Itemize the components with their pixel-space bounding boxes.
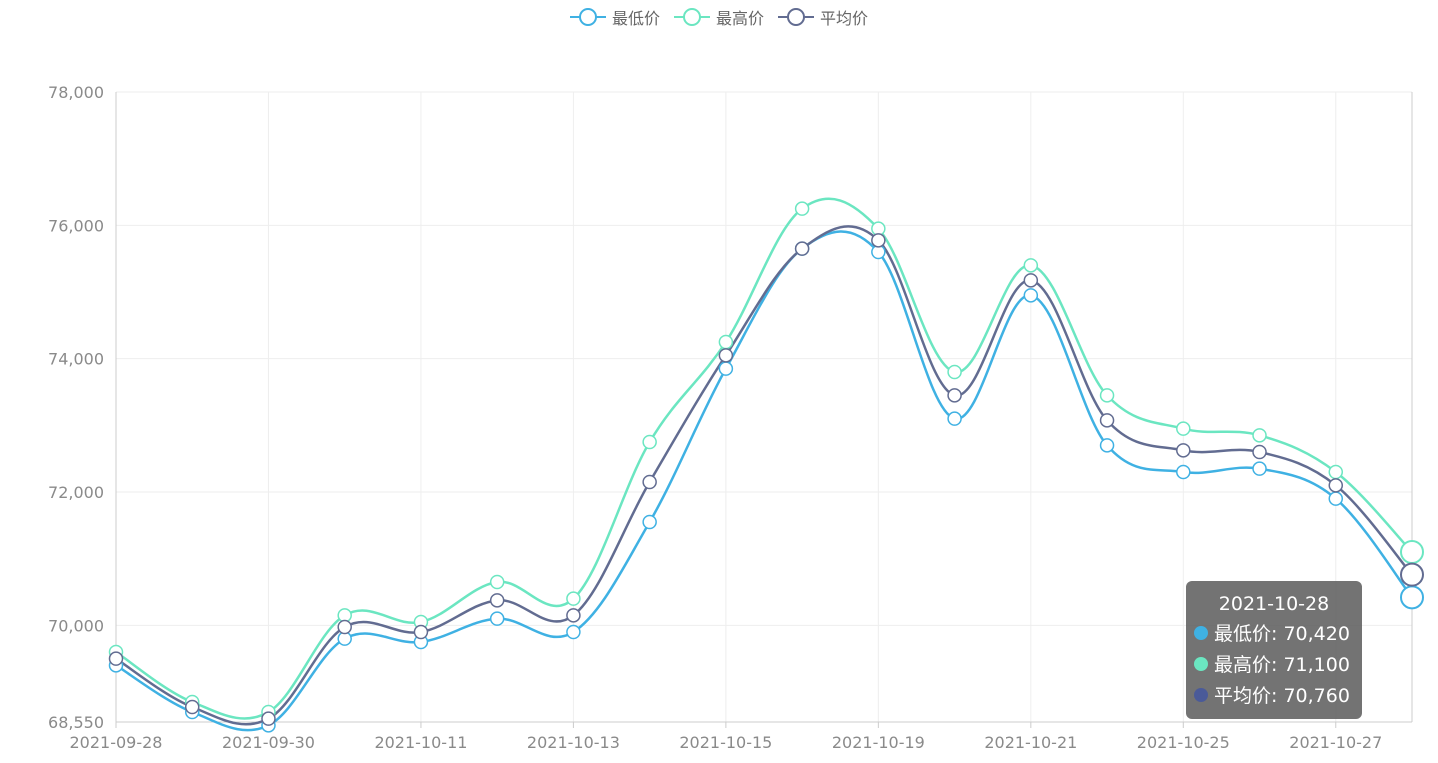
data-point-avg[interactable]: [871, 233, 886, 248]
legend-marker-min-icon: [569, 8, 606, 26]
data-point-max[interactable]: [718, 334, 734, 350]
data-point-min[interactable]: [566, 624, 581, 640]
data-point-max[interactable]: [1400, 540, 1424, 564]
data-point-max[interactable]: [1023, 258, 1039, 273]
x-tick-label: 2021-10-25: [1137, 733, 1230, 752]
tooltip-max-value: 最高价: 71,100: [1214, 654, 1350, 676]
tooltip-row-max: 最高价: 71,100: [1186, 648, 1362, 679]
data-point-max[interactable]: [1328, 464, 1344, 480]
y-tick-label: 78,000: [48, 83, 104, 102]
chart-tooltip: 2021-10-28 最低价: 70,420 最高价: 71,100 平均价: …: [1186, 581, 1362, 719]
data-point-avg[interactable]: [1023, 273, 1039, 288]
data-point-avg[interactable]: [642, 474, 657, 490]
tooltip-avg-dot-icon: [1194, 687, 1208, 702]
data-point-avg[interactable]: [1400, 562, 1424, 587]
data-point-avg[interactable]: [184, 699, 200, 715]
y-tick-label: 70,000: [48, 616, 104, 635]
data-point-max[interactable]: [489, 574, 505, 590]
data-point-avg[interactable]: [1176, 443, 1191, 458]
y-tick-label: 74,000: [48, 350, 104, 369]
tooltip-row-avg: 平均价: 70,760: [1186, 679, 1362, 710]
legend-marker-max-icon: [673, 8, 710, 26]
data-point-min[interactable]: [718, 361, 734, 376]
data-point-avg[interactable]: [261, 711, 276, 726]
data-point-min[interactable]: [1099, 438, 1115, 453]
data-point-max[interactable]: [1176, 421, 1191, 436]
chart-legend: 最低价 最高价 平均价: [0, 4, 1438, 30]
tooltip-min-dot-icon: [1194, 625, 1208, 640]
data-point-min[interactable]: [1176, 464, 1191, 480]
data-point-min[interactable]: [1252, 461, 1267, 476]
x-tick-label: 2021-10-19: [832, 733, 925, 752]
data-point-max[interactable]: [1099, 388, 1115, 403]
data-point-avg[interactable]: [1252, 444, 1267, 460]
data-point-min[interactable]: [1400, 585, 1424, 610]
legend-marker-avg-icon: [778, 8, 814, 26]
data-point-max[interactable]: [566, 591, 581, 606]
legend-item-max[interactable]: 最高价: [673, 5, 764, 29]
data-point-min[interactable]: [947, 411, 962, 426]
legend-label-max: 最高价: [715, 9, 764, 28]
x-tick-label: 2021-09-30: [222, 733, 315, 752]
data-point-max[interactable]: [642, 434, 657, 450]
x-tick-label: 2021-09-28: [70, 733, 163, 752]
data-point-avg[interactable]: [566, 608, 581, 623]
data-point-min[interactable]: [489, 611, 505, 626]
data-point-max[interactable]: [1252, 428, 1267, 443]
x-tick-label: 2021-10-15: [679, 733, 772, 752]
legend-item-min[interactable]: 最低价: [569, 5, 660, 29]
data-point-avg[interactable]: [794, 241, 810, 256]
x-tick-label: 2021-10-27: [1289, 733, 1382, 752]
data-point-avg[interactable]: [1099, 413, 1115, 428]
tooltip-row-min: 最低价: 70,420: [1186, 617, 1362, 648]
tooltip-title: 2021-10-28: [1218, 593, 1330, 615]
legend-label-avg: 平均价: [820, 9, 869, 28]
x-tick-label: 2021-10-21: [984, 733, 1077, 752]
x-tick-label: 2021-10-11: [374, 733, 467, 752]
data-point-max[interactable]: [947, 364, 962, 380]
legend-item-avg[interactable]: 平均价: [778, 5, 868, 29]
data-point-min[interactable]: [642, 514, 657, 530]
data-point-avg[interactable]: [413, 624, 429, 640]
y-tick-label: 72,000: [48, 483, 104, 502]
data-point-avg[interactable]: [1328, 478, 1344, 493]
data-point-min[interactable]: [1023, 288, 1039, 303]
data-point-avg[interactable]: [108, 651, 124, 666]
x-tick-label: 2021-10-13: [527, 733, 620, 752]
data-point-avg[interactable]: [947, 388, 962, 403]
tooltip-avg-value: 平均价: 70,760: [1214, 685, 1350, 707]
data-point-avg[interactable]: [337, 619, 352, 635]
data-point-avg[interactable]: [489, 593, 505, 608]
legend-label-min: 最低价: [611, 9, 660, 28]
data-point-min[interactable]: [1328, 491, 1344, 506]
data-point-max[interactable]: [794, 201, 810, 216]
data-point-avg[interactable]: [718, 348, 734, 363]
tooltip-min-value: 最低价: 70,420: [1214, 623, 1350, 645]
y-tick-label: 68,550: [48, 713, 104, 732]
y-tick-label: 76,000: [48, 216, 104, 235]
tooltip-max-dot-icon: [1194, 656, 1208, 671]
